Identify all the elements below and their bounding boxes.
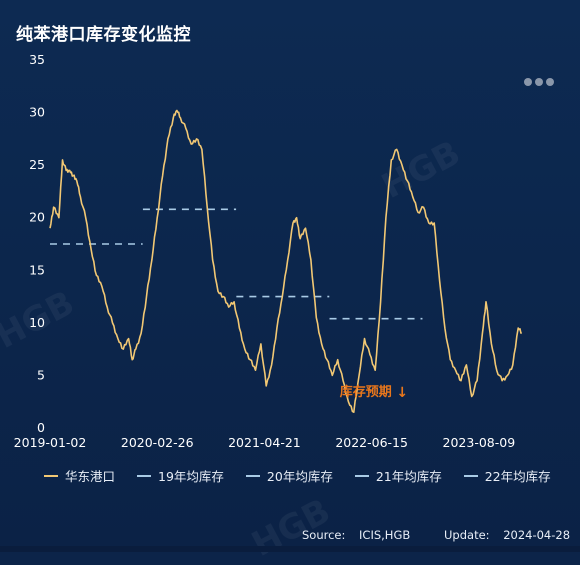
source-value: ICIS,HGB (359, 528, 411, 542)
legend-label: 20年均库存 (266, 469, 333, 484)
legend-item-avg-20[interactable]: 20年均库存 (245, 466, 333, 485)
y-tick-label: 25 (29, 157, 45, 172)
x-tick-label: 2022-06-15 (335, 435, 408, 450)
y-axis: 0 5 10 15 20 25 30 35 (29, 52, 45, 435)
chart-title: 纯苯港口库存变化监控 (16, 25, 191, 45)
footer-source: Source: ICIS,HGB (302, 528, 410, 542)
y-tick-label: 15 (29, 262, 45, 277)
legend-swatch (354, 474, 369, 477)
legend-item-avg-21[interactable]: 21年均库存 (354, 466, 442, 485)
more-dot (535, 78, 543, 86)
legend-item-huadong[interactable]: 华东港口 (44, 466, 115, 485)
x-tick-label: 2019-01-02 (14, 435, 87, 450)
y-tick-label: 20 (29, 210, 45, 225)
annotation-label: 库存预期 (340, 384, 392, 400)
x-tick-label: 2023-08-09 (443, 435, 516, 450)
y-tick-label: 35 (29, 52, 45, 67)
legend-swatch (463, 474, 478, 477)
more-dot (546, 78, 554, 86)
legend-label: 21年均库存 (375, 469, 442, 484)
legend-label: 19年均库存 (158, 469, 224, 484)
series-line-group (49, 109, 523, 413)
legend-label: 华东港口 (65, 469, 116, 484)
line-chart: 0 5 10 15 20 25 30 35 2019-01-02 2020-02-26 2021-… (14, 52, 523, 450)
bottom-strip (0, 546, 580, 552)
series-line-huadong (49, 109, 523, 413)
legend-item-avg-19[interactable]: 19年均库存 (137, 466, 224, 485)
footer-update: Update: 2024-04-28 (444, 528, 570, 542)
legend-swatch (245, 474, 260, 477)
legend-swatch (137, 474, 152, 477)
legend: 华东港口 19年均库存 20年均库存 21年均库存 22年均库存 (44, 466, 573, 485)
more-dot (524, 78, 532, 86)
forecast-annotation: 库存预期 ↓ (340, 384, 408, 401)
legend-label: 22年均库存 (484, 469, 551, 484)
x-axis: 2019-01-02 2020-02-26 2021-04-21 2022-06-15… (14, 435, 516, 450)
update-label: Update: (444, 528, 490, 542)
x-tick-label: 2020-02-26 (121, 435, 194, 450)
update-value: 2024-04-28 (503, 528, 571, 542)
y-tick-label: 5 (37, 367, 45, 382)
y-tick-label: 30 (29, 105, 45, 120)
source-label: Source: (302, 528, 346, 542)
y-tick-label: 10 (29, 315, 45, 330)
more-options-icon[interactable] (524, 76, 558, 88)
y-tick-label: 0 (37, 420, 45, 435)
legend-swatch (44, 474, 58, 477)
x-tick-label: 2021-04-21 (228, 435, 301, 450)
down-arrow-icon: ↓ (396, 385, 408, 401)
legend-item-avg-22[interactable]: 22年均库存 (463, 466, 551, 485)
